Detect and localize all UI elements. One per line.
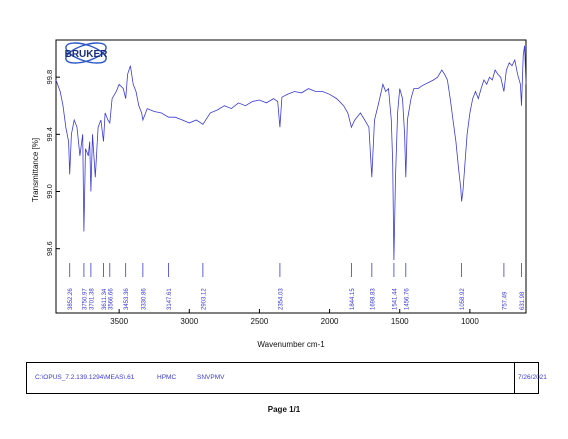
x-tick-label: 1000: [461, 317, 479, 326]
peak-label: 1058.92: [460, 288, 466, 310]
page-number-label: Page 1/1: [267, 405, 301, 414]
x-axis-ticks: 3500 3000 2500 2000 1500 1000: [110, 309, 479, 326]
x-tick-label: 3000: [180, 317, 198, 326]
peak-label: 1698.83: [370, 288, 376, 310]
peak-label: 3750.97: [82, 288, 88, 310]
peak-label: 3701.38: [89, 288, 95, 310]
peak-label: 631.98: [520, 291, 526, 310]
footer-divider: [514, 363, 515, 393]
peak-label: 1456.76: [404, 288, 410, 310]
peak-label: 757.49: [502, 291, 508, 310]
y-axis-label: Transmittance [%]: [31, 138, 40, 202]
spectrum-chart: BRUKER 98.6 99.0 99.4 99.8 3500 3000 2500 2000…: [31, 39, 527, 349]
x-tick-label: 2500: [251, 317, 269, 326]
peak-label: 3147.61: [167, 288, 173, 310]
sample-name-text: HPMC: [157, 374, 177, 381]
peak-label: 3453.36: [124, 288, 130, 310]
x-axis-label: Wavenumber cm-1: [257, 340, 325, 349]
peak-labels: 3852.26 3750.97 3701.38 3611.34 3566.66 3453.…: [68, 288, 526, 310]
peak-label: 3330.86: [141, 288, 147, 310]
file-path-text: C:\OPUS_7.2.139.1294\MEAS\.61: [35, 374, 135, 381]
y-axis-ticks: 98.6 99.0 99.4 99.8: [45, 70, 60, 256]
bruker-logo: BRUKER: [65, 42, 109, 64]
peak-marker-lines: [69, 263, 522, 277]
x-tick-label: 3500: [110, 317, 128, 326]
info-footer-box: C:\OPUS_7.2.139.1294\MEAS\.61 HPMC SNVPM…: [26, 362, 547, 394]
spectrum-line: [55, 45, 527, 261]
x-tick-label: 1500: [391, 317, 409, 326]
y-tick-label: 98.6: [45, 241, 54, 256]
peak-label: 2354.03: [278, 288, 284, 310]
y-tick-label: 99.0: [45, 184, 54, 199]
sample-description-text: SNVPMV: [197, 374, 225, 381]
x-tick-label: 2000: [321, 317, 339, 326]
peak-label: 2903.12: [201, 288, 207, 310]
peak-label: 3611.34: [102, 288, 108, 310]
measurement-date-text: 7/26/2021: [518, 374, 547, 381]
plot-frame: [55, 39, 527, 314]
y-tick-label: 99.4: [45, 127, 54, 142]
peak-label: 1844.15: [350, 288, 356, 310]
peak-label: 3852.26: [68, 288, 74, 310]
y-tick-label: 99.8: [45, 70, 54, 85]
bruker-logo-text: BRUKER: [65, 49, 109, 60]
peak-label: 1541.44: [392, 288, 398, 310]
peak-label: 3566.66: [108, 288, 114, 310]
